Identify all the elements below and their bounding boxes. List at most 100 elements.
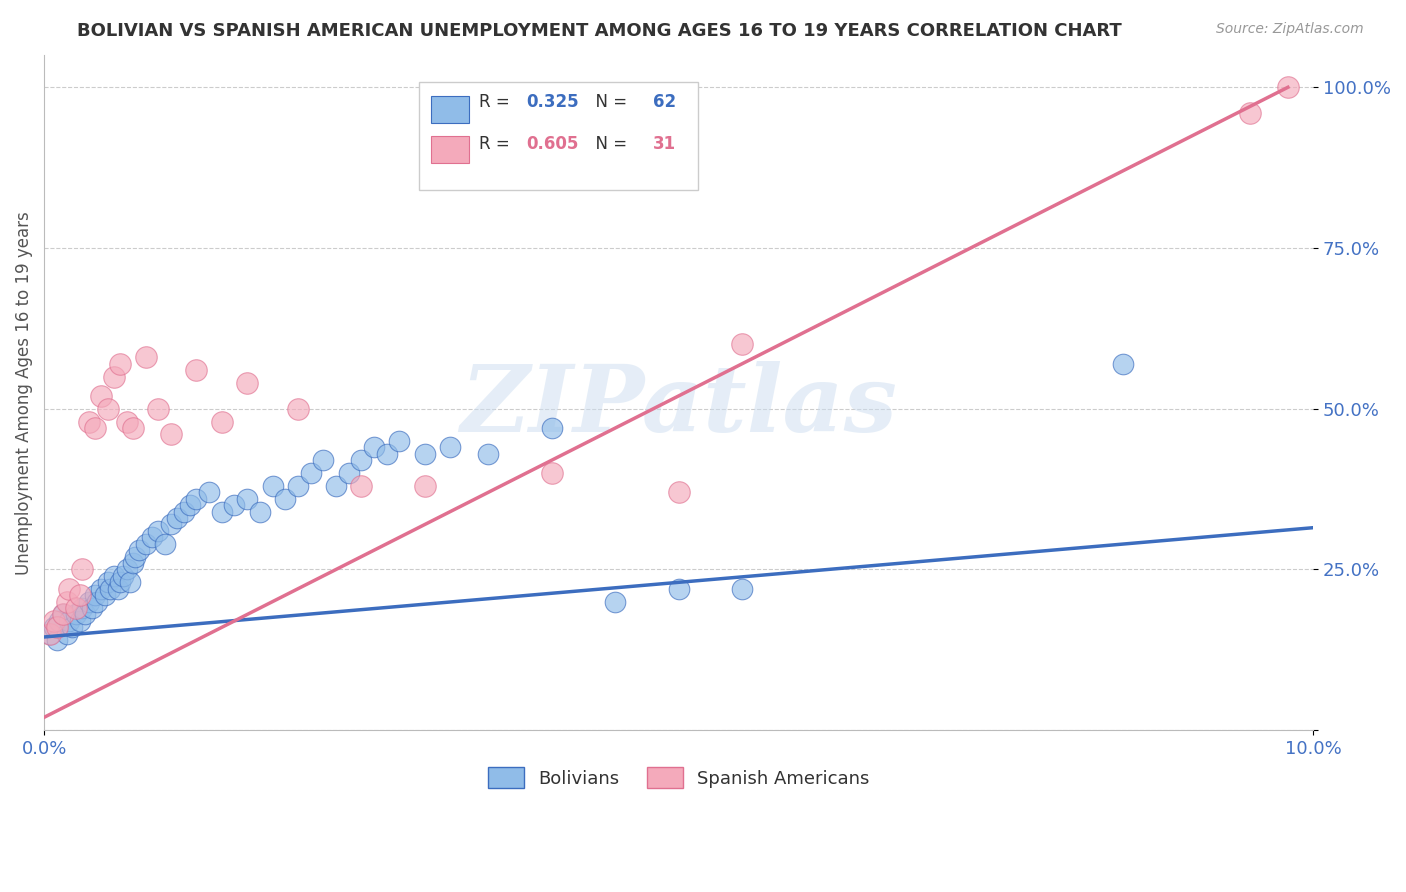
Point — [86, 594, 108, 608]
Point — [211, 505, 233, 519]
Point — [60, 620, 83, 634]
Text: 0.325: 0.325 — [526, 94, 579, 112]
Point — [375, 447, 398, 461]
Point — [224, 498, 246, 512]
Point — [350, 453, 373, 467]
Point — [160, 427, 183, 442]
Point — [45, 633, 67, 648]
Point — [287, 401, 309, 416]
Text: N =: N = — [585, 94, 633, 112]
Point — [173, 505, 195, 519]
Point — [236, 376, 259, 390]
Point — [70, 601, 93, 615]
Point — [110, 575, 132, 590]
Point — [274, 491, 297, 506]
Point — [198, 485, 221, 500]
Point — [668, 485, 690, 500]
Point — [77, 415, 100, 429]
Point — [135, 537, 157, 551]
Point — [540, 421, 562, 435]
Text: R =: R = — [479, 94, 516, 112]
Point — [77, 594, 100, 608]
Point — [58, 582, 80, 596]
Text: 0.605: 0.605 — [526, 136, 579, 153]
Point — [97, 401, 120, 416]
Point — [605, 594, 627, 608]
Point — [58, 614, 80, 628]
Point — [1239, 106, 1261, 120]
Point — [179, 498, 201, 512]
FancyBboxPatch shape — [419, 82, 697, 190]
Text: N =: N = — [585, 136, 633, 153]
Y-axis label: Unemployment Among Ages 16 to 19 years: Unemployment Among Ages 16 to 19 years — [15, 211, 32, 574]
Point — [69, 588, 91, 602]
Point — [90, 582, 112, 596]
FancyBboxPatch shape — [432, 136, 470, 163]
Point — [39, 626, 62, 640]
Point — [52, 607, 75, 622]
Text: 31: 31 — [654, 136, 676, 153]
Point — [540, 466, 562, 480]
Point — [52, 607, 75, 622]
Point — [122, 556, 145, 570]
Point — [103, 369, 125, 384]
Point — [56, 594, 79, 608]
Point — [82, 601, 104, 615]
Point — [211, 415, 233, 429]
Point — [115, 415, 138, 429]
Text: BOLIVIAN VS SPANISH AMERICAN UNEMPLOYMENT AMONG AGES 16 TO 19 YEARS CORRELATION : BOLIVIAN VS SPANISH AMERICAN UNEMPLOYMEN… — [77, 22, 1122, 40]
Point — [103, 569, 125, 583]
Point — [120, 575, 142, 590]
Point — [73, 607, 96, 622]
Point — [287, 479, 309, 493]
Point — [39, 626, 62, 640]
Point — [56, 626, 79, 640]
Point — [135, 351, 157, 365]
Point — [312, 453, 335, 467]
Point — [186, 491, 208, 506]
Point — [731, 582, 754, 596]
Point — [124, 549, 146, 564]
Point — [65, 601, 87, 615]
Point — [388, 434, 411, 448]
Point — [148, 401, 170, 416]
FancyBboxPatch shape — [432, 95, 470, 122]
Point — [65, 607, 87, 622]
Text: Source: ZipAtlas.com: Source: ZipAtlas.com — [1216, 22, 1364, 37]
Legend: Bolivians, Spanish Americans: Bolivians, Spanish Americans — [481, 760, 877, 796]
Point — [166, 511, 188, 525]
Point — [97, 575, 120, 590]
Point — [98, 582, 121, 596]
Point — [83, 421, 105, 435]
Point — [668, 582, 690, 596]
Point — [337, 466, 360, 480]
Point — [115, 562, 138, 576]
Point — [236, 491, 259, 506]
Point — [44, 614, 66, 628]
Point — [110, 357, 132, 371]
Point — [107, 582, 129, 596]
Point — [731, 337, 754, 351]
Point — [262, 479, 284, 493]
Text: 62: 62 — [654, 94, 676, 112]
Point — [44, 620, 66, 634]
Point — [48, 614, 70, 628]
Point — [94, 588, 117, 602]
Point — [1112, 357, 1135, 371]
Point — [69, 614, 91, 628]
Point — [148, 524, 170, 538]
Point — [45, 620, 67, 634]
Text: R =: R = — [479, 136, 516, 153]
Point — [363, 440, 385, 454]
Point — [90, 389, 112, 403]
Point — [70, 562, 93, 576]
Point — [153, 537, 176, 551]
Point — [413, 479, 436, 493]
Point — [111, 569, 134, 583]
Point — [83, 588, 105, 602]
Point — [141, 530, 163, 544]
Point — [186, 363, 208, 377]
Point — [299, 466, 322, 480]
Point — [249, 505, 271, 519]
Point — [122, 421, 145, 435]
